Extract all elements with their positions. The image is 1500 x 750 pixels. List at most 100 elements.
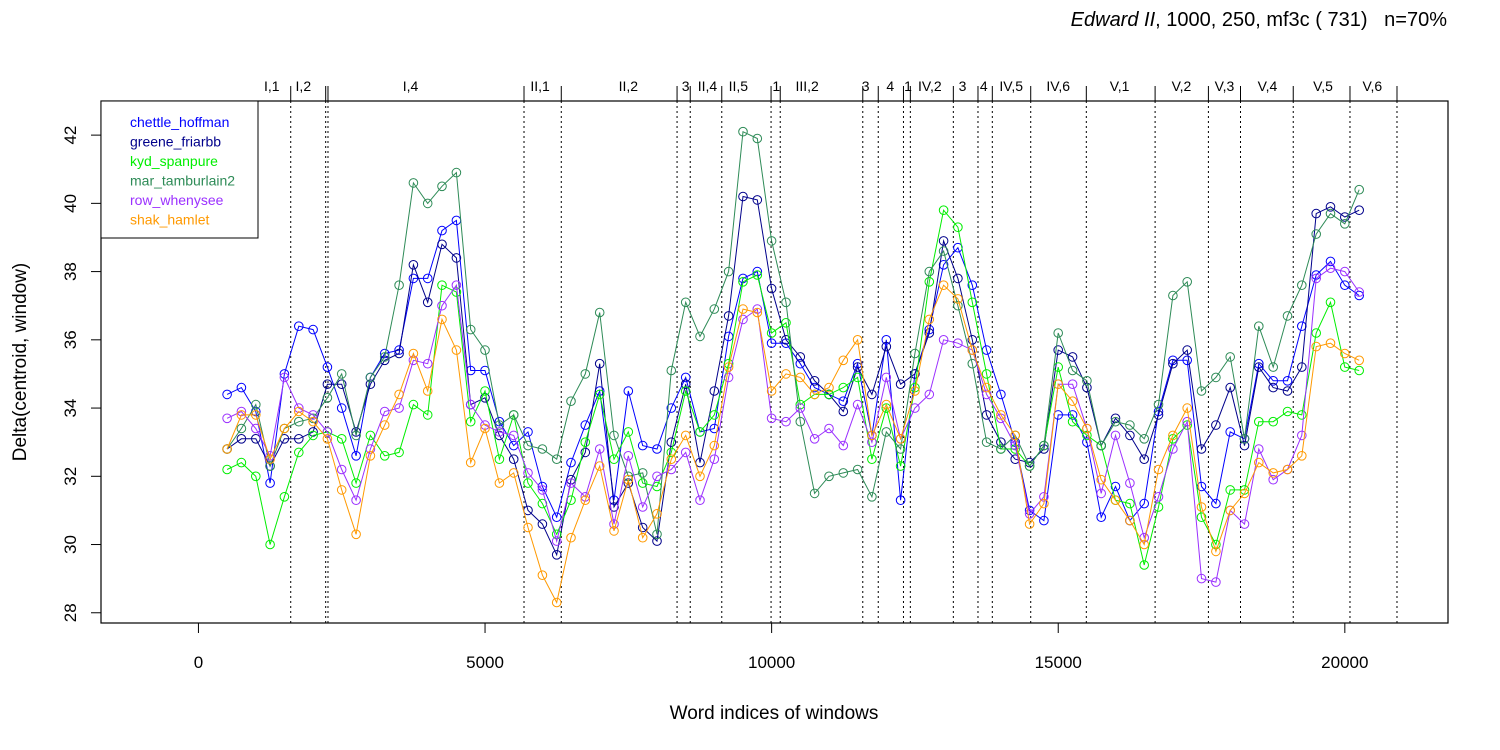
data-point <box>365 372 376 383</box>
data-point <box>1325 338 1336 349</box>
data-point <box>394 348 404 359</box>
data-point <box>408 348 419 359</box>
data-point <box>279 372 290 383</box>
data-point <box>1182 355 1192 366</box>
data-point <box>1139 454 1149 465</box>
data-point <box>910 348 920 359</box>
data-point <box>451 280 462 291</box>
data-point <box>1268 416 1278 427</box>
data-point <box>394 280 404 291</box>
data-point <box>1182 416 1192 427</box>
data-point <box>437 225 447 236</box>
data-point <box>1297 280 1307 291</box>
scene-label: IV,2 <box>918 78 942 94</box>
data-point <box>408 178 419 188</box>
data-point <box>709 386 720 396</box>
data-point <box>938 260 949 270</box>
data-point <box>1139 498 1149 509</box>
data-point <box>580 437 591 448</box>
data-point <box>523 440 533 451</box>
scene-label: V,2 <box>1172 78 1192 94</box>
data-point <box>551 512 562 523</box>
data-point <box>265 539 275 550</box>
y-axis: 28 30 32 34 36 38 40 42 <box>61 126 102 622</box>
data-point <box>236 457 247 468</box>
data-point <box>1024 509 1035 519</box>
data-point <box>953 273 963 284</box>
data-point <box>1225 382 1235 393</box>
data-point <box>852 372 863 383</box>
data-point <box>609 519 619 529</box>
data-point <box>1067 379 1078 390</box>
x-tick-label: 0 <box>194 653 203 672</box>
data-point <box>895 461 906 471</box>
data-point <box>265 454 275 465</box>
data-point <box>422 273 433 284</box>
scene-label: 3 <box>682 78 690 94</box>
data-point <box>551 597 562 608</box>
data-point <box>379 451 390 461</box>
data-point <box>981 369 992 379</box>
data-point <box>680 447 691 458</box>
data-point <box>1340 362 1350 372</box>
data-point <box>551 529 562 540</box>
scene-label: 3 <box>959 78 967 94</box>
data-point <box>351 430 361 441</box>
scene-label: II,2 <box>619 78 639 94</box>
data-point <box>1039 515 1049 526</box>
data-point <box>437 181 447 192</box>
data-point <box>895 444 906 454</box>
data-point <box>365 451 376 461</box>
data-point <box>336 434 347 444</box>
data-point <box>1282 464 1293 475</box>
data-point <box>967 280 978 291</box>
data-point <box>637 468 648 478</box>
data-point <box>1196 512 1207 523</box>
data-point <box>1239 440 1250 451</box>
data-point <box>322 427 333 437</box>
series-line <box>226 219 1360 522</box>
data-point <box>1225 427 1235 437</box>
data-point <box>795 352 806 362</box>
data-point <box>437 314 447 325</box>
data-point <box>1082 430 1092 441</box>
data-point <box>766 386 777 396</box>
series-line <box>226 130 1360 535</box>
data-point <box>766 328 777 338</box>
data-point <box>623 474 634 485</box>
scene-labels: I,1 I,2 I,4 II,1 II,2 3 II,4 II,5 1 III,2 3 4 1 IV,2 3… <box>264 78 1382 94</box>
data-point <box>1110 416 1121 427</box>
data-point <box>394 389 404 400</box>
data-point <box>251 399 261 410</box>
data-point <box>1125 498 1135 509</box>
scene-label: 1 <box>772 78 780 94</box>
data-point <box>924 266 935 277</box>
data-point <box>996 389 1006 400</box>
data-point <box>981 410 992 420</box>
data-point <box>294 406 304 417</box>
data-point <box>1282 406 1293 417</box>
data-point <box>1010 440 1021 451</box>
data-point <box>652 444 662 454</box>
data-point <box>594 389 605 400</box>
data-point <box>766 283 777 294</box>
data-point <box>680 372 691 383</box>
data-point <box>236 434 247 444</box>
data-point <box>996 444 1006 454</box>
data-point <box>1053 328 1063 338</box>
scene-label: I,2 <box>296 78 312 94</box>
data-point <box>379 420 390 430</box>
data-point <box>838 440 849 451</box>
x-axis: 0 5000 10000 15000 20000 <box>194 622 1368 672</box>
data-point <box>838 382 849 393</box>
data-point <box>752 133 763 144</box>
data-point <box>508 430 519 441</box>
data-point <box>1139 434 1149 444</box>
data-point <box>1082 376 1092 386</box>
data-point <box>766 236 777 246</box>
data-point <box>666 454 677 465</box>
data-point <box>910 403 920 413</box>
data-point <box>451 167 462 178</box>
data-point <box>838 406 849 417</box>
data-point <box>422 410 433 420</box>
